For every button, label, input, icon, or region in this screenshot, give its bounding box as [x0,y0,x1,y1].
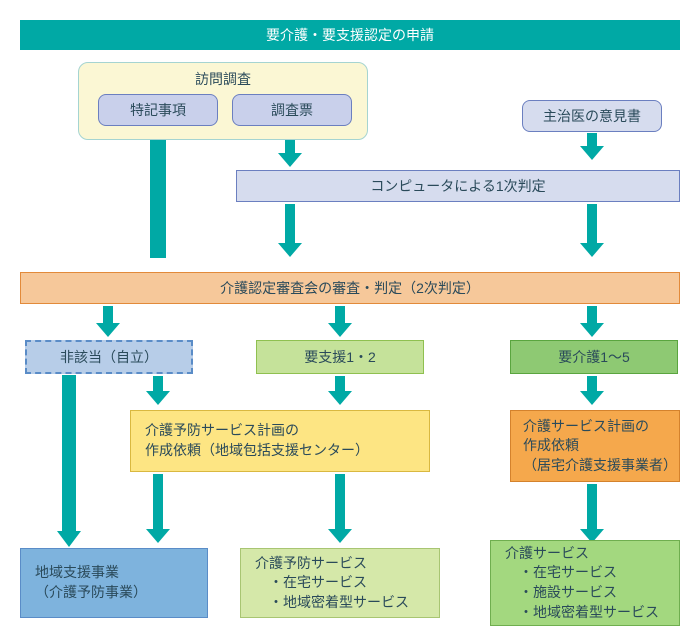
svc-care-b3: ・地域密着型サービス [519,603,659,623]
svc-support-title: 介護予防サービス [255,554,367,574]
survey-label: 訪問調査 [195,69,251,89]
result-care: 要介護1～5 [510,340,678,374]
arrow-plan-supp-left-head [146,529,170,543]
svc-none: 地域支援事業 （介護予防事業） [20,548,208,618]
result-support-label: 要支援1・2 [304,347,376,367]
arrow-doctor-down [587,133,597,147]
plan-support-l1: 介護予防サービス計画の [145,421,299,441]
svc-support-b2: ・地域密着型サービス [269,593,409,613]
arrow-rev-2 [335,306,345,324]
svc-support: 介護予防サービス ・在宅サービス ・地域密着型サービス [240,548,440,618]
arrow-rev-3 [587,306,597,324]
computer-label: コンピュータによる1次判定 [370,176,545,196]
arrow-form-down [285,140,295,154]
survey-special-label: 特記事項 [130,100,186,120]
survey-form: 調査票 [232,94,352,126]
arrow-none-right-head [146,391,170,405]
arrow-plan-supp-mid-head [328,529,352,543]
arrow-rev-2-head [328,323,352,337]
svc-none-l1: 地域支援事業 [35,563,119,583]
arrow-special-down [150,140,166,258]
survey-special: 特記事項 [98,94,218,126]
plan-care-l2: 作成依頼 [523,436,579,456]
plan-support-l2: 作成依頼（地域包括支援センター） [145,441,369,461]
arrow-none-long-head [57,531,81,547]
arrow-comp-down-2-head [580,243,604,257]
arrow-care-down-head [580,391,604,405]
arrow-comp-down-1-head [278,243,302,257]
arrow-supp-down [335,376,345,392]
arrow-care-down [587,376,597,392]
arrow-comp-down-2 [587,204,597,244]
svc-care-b2: ・施設サービス [519,583,659,603]
arrow-plan-supp-left [153,474,163,530]
plan-support: 介護予防サービス計画の 作成依頼（地域包括支援センター） [130,410,430,472]
result-support: 要支援1・2 [256,340,424,374]
svc-care-b1: ・在宅サービス [519,563,659,583]
survey-form-label: 調査票 [271,100,313,120]
plan-care-l1: 介護サービス計画の [523,417,649,437]
result-care-label: 要介護1～5 [558,347,630,367]
arrow-doctor-down-head [580,146,604,160]
review-label: 介護認定審査会の審査・判定（2次判定） [220,278,480,298]
arrow-none-long [62,375,76,533]
header-bar: 要介護・要支援認定の申請 [20,20,680,50]
svc-care-title: 介護サービス [505,544,589,564]
arrow-plan-care-down [587,484,597,530]
arrow-plan-supp-mid [335,474,345,530]
arrow-form-down-head [278,153,302,167]
header-title: 要介護・要支援認定の申請 [266,25,434,45]
svc-care: 介護サービス ・在宅サービス ・施設サービス ・地域密着型サービス [490,540,680,626]
computer-judgment: コンピュータによる1次判定 [236,170,680,202]
review-board: 介護認定審査会の審査・判定（2次判定） [20,272,680,304]
doctor-label: 主治医の意見書 [543,106,641,126]
plan-care-l3: （居宅介護支援事業者） [523,456,671,476]
arrow-supp-down-head [328,391,352,405]
arrow-rev-1 [103,306,113,324]
arrow-none-right [153,376,163,392]
arrow-comp-down-1 [285,204,295,244]
plan-care: 介護サービス計画の 作成依頼 （居宅介護支援事業者） [510,410,680,482]
result-none-label: 非該当（自立） [60,347,158,367]
arrow-rev-1-head [96,323,120,337]
svc-none-l2: （介護予防事業） [35,583,147,603]
result-none: 非該当（自立） [25,340,193,374]
doctor-opinion: 主治医の意見書 [522,100,662,132]
svc-support-b1: ・在宅サービス [269,573,409,593]
arrow-rev-3-head [580,323,604,337]
